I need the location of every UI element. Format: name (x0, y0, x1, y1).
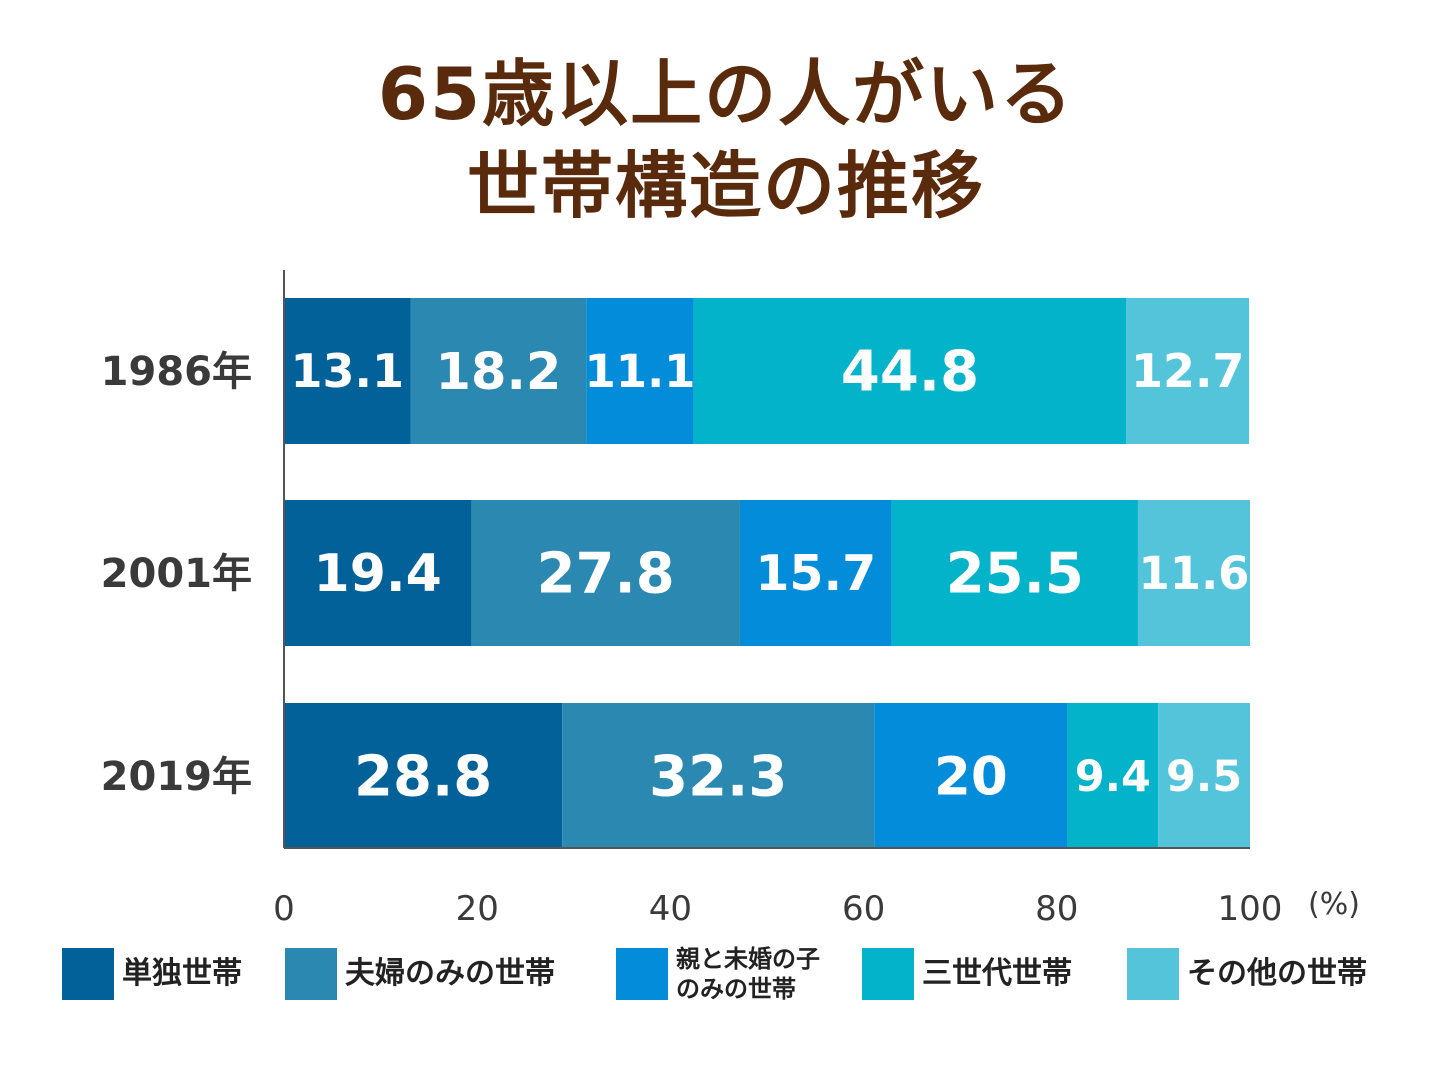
legend-label-parent-child: 親と未婚の子 のみの世帯 (676, 944, 846, 1004)
x-tick-label-2: 40 (649, 889, 692, 929)
legend-item-other: その他の世帯 (1127, 948, 1367, 1000)
bar-segment-2-0 (284, 703, 563, 849)
chart-title-line-2: 世帯構造の推移 (466, 144, 985, 228)
bar-segment-1-1 (471, 500, 740, 646)
legend-label-parent-child-line-1: 親と未婚の子 (676, 945, 820, 973)
data-label-1-4: 11.6 (1138, 547, 1249, 600)
data-label-2-4: 9.5 (1166, 752, 1242, 802)
legend-item-couple: 夫婦のみの世帯 (285, 948, 555, 1000)
x-axis-group: 0 20 40 60 80 100 (%) (273, 270, 1360, 929)
data-label-0-3: 44.8 (841, 340, 979, 405)
category-label-0: 1986年 (101, 349, 252, 395)
legend-label-other: その他の世帯 (1187, 956, 1367, 991)
category-labels-group: 1986年 2001年 2019年 (101, 349, 252, 800)
legend-label-three-gen: 三世代世帯 (922, 956, 1072, 991)
bar-segment-1-0 (284, 500, 472, 646)
bar-segment-2-2 (874, 703, 1068, 849)
data-label-2-0: 28.8 (354, 745, 492, 810)
bar-segment-1-3 (891, 500, 1138, 646)
bar-segment-0-3 (693, 298, 1127, 444)
legend-swatch-single (62, 948, 114, 1000)
data-label-2-1: 32.3 (649, 745, 787, 810)
data-label-0-4: 12.7 (1131, 344, 1245, 398)
bar-segment-2-1 (562, 703, 875, 849)
data-label-0-1: 18.2 (436, 343, 562, 402)
x-tick-label-1: 20 (456, 889, 499, 929)
data-label-1-0: 19.4 (314, 544, 442, 604)
legend-label-couple: 夫婦のみの世帯 (345, 956, 555, 991)
legend-label-single: 単独世帯 (122, 956, 242, 991)
data-label-1-2: 15.7 (755, 545, 876, 602)
x-axis-unit: (%) (1308, 887, 1360, 922)
legend-swatch-three-gen (862, 948, 914, 1000)
bars-group: 13.1 18.2 11.1 44.8 12.7 19.4 27.8 15.7 25.5 11.6… (284, 298, 1250, 849)
data-label-1-1: 27.8 (537, 542, 675, 607)
bar-segment-1-2 (739, 500, 892, 646)
data-label-0-0: 13.1 (291, 344, 405, 398)
data-label-0-2: 11.1 (584, 345, 695, 398)
legend-item-three-gen: 三世代世帯 (862, 948, 1072, 1000)
data-label-2-2: 20 (934, 747, 1008, 808)
legend-item-single: 単独世帯 (62, 948, 242, 1000)
chart-title-line-1: 65歳以上の人がいる (377, 52, 1075, 136)
legend-swatch-parent-child (616, 948, 668, 1000)
legend-item-parent-child: 親と未婚の子 のみの世帯 (616, 945, 846, 1003)
legend-swatch-other (1127, 948, 1179, 1000)
category-label-2: 2019年 (101, 754, 252, 800)
x-tick-label-0: 0 (273, 889, 295, 929)
x-tick-label-4: 80 (1035, 889, 1078, 929)
bar-segment-0-2 (586, 298, 694, 444)
chart-title: 65歳以上の人がいる 世帯構造の推移 (0, 48, 1452, 232)
category-label-1: 2001年 (101, 551, 252, 597)
x-tick-label-5: 100 (1218, 889, 1283, 929)
bar-segment-2-4 (1158, 703, 1250, 849)
bar-segment-0-4 (1126, 298, 1250, 444)
legend-swatch-couple (285, 948, 337, 1000)
bar-segment-2-3 (1067, 703, 1159, 849)
data-label-2-3: 9.4 (1075, 752, 1151, 802)
legend-label-parent-child-line-2: のみの世帯 (676, 975, 796, 1003)
bar-segment-0-0 (284, 298, 411, 444)
data-label-1-3: 25.5 (946, 542, 1084, 607)
x-tick-label-3: 60 (842, 889, 885, 929)
stacked-bar-chart: 13.1 18.2 11.1 44.8 12.7 19.4 27.8 15.7 25.5 11.6… (101, 270, 1360, 929)
bar-segment-0-1 (410, 298, 587, 444)
bar-segment-1-4 (1137, 500, 1250, 646)
